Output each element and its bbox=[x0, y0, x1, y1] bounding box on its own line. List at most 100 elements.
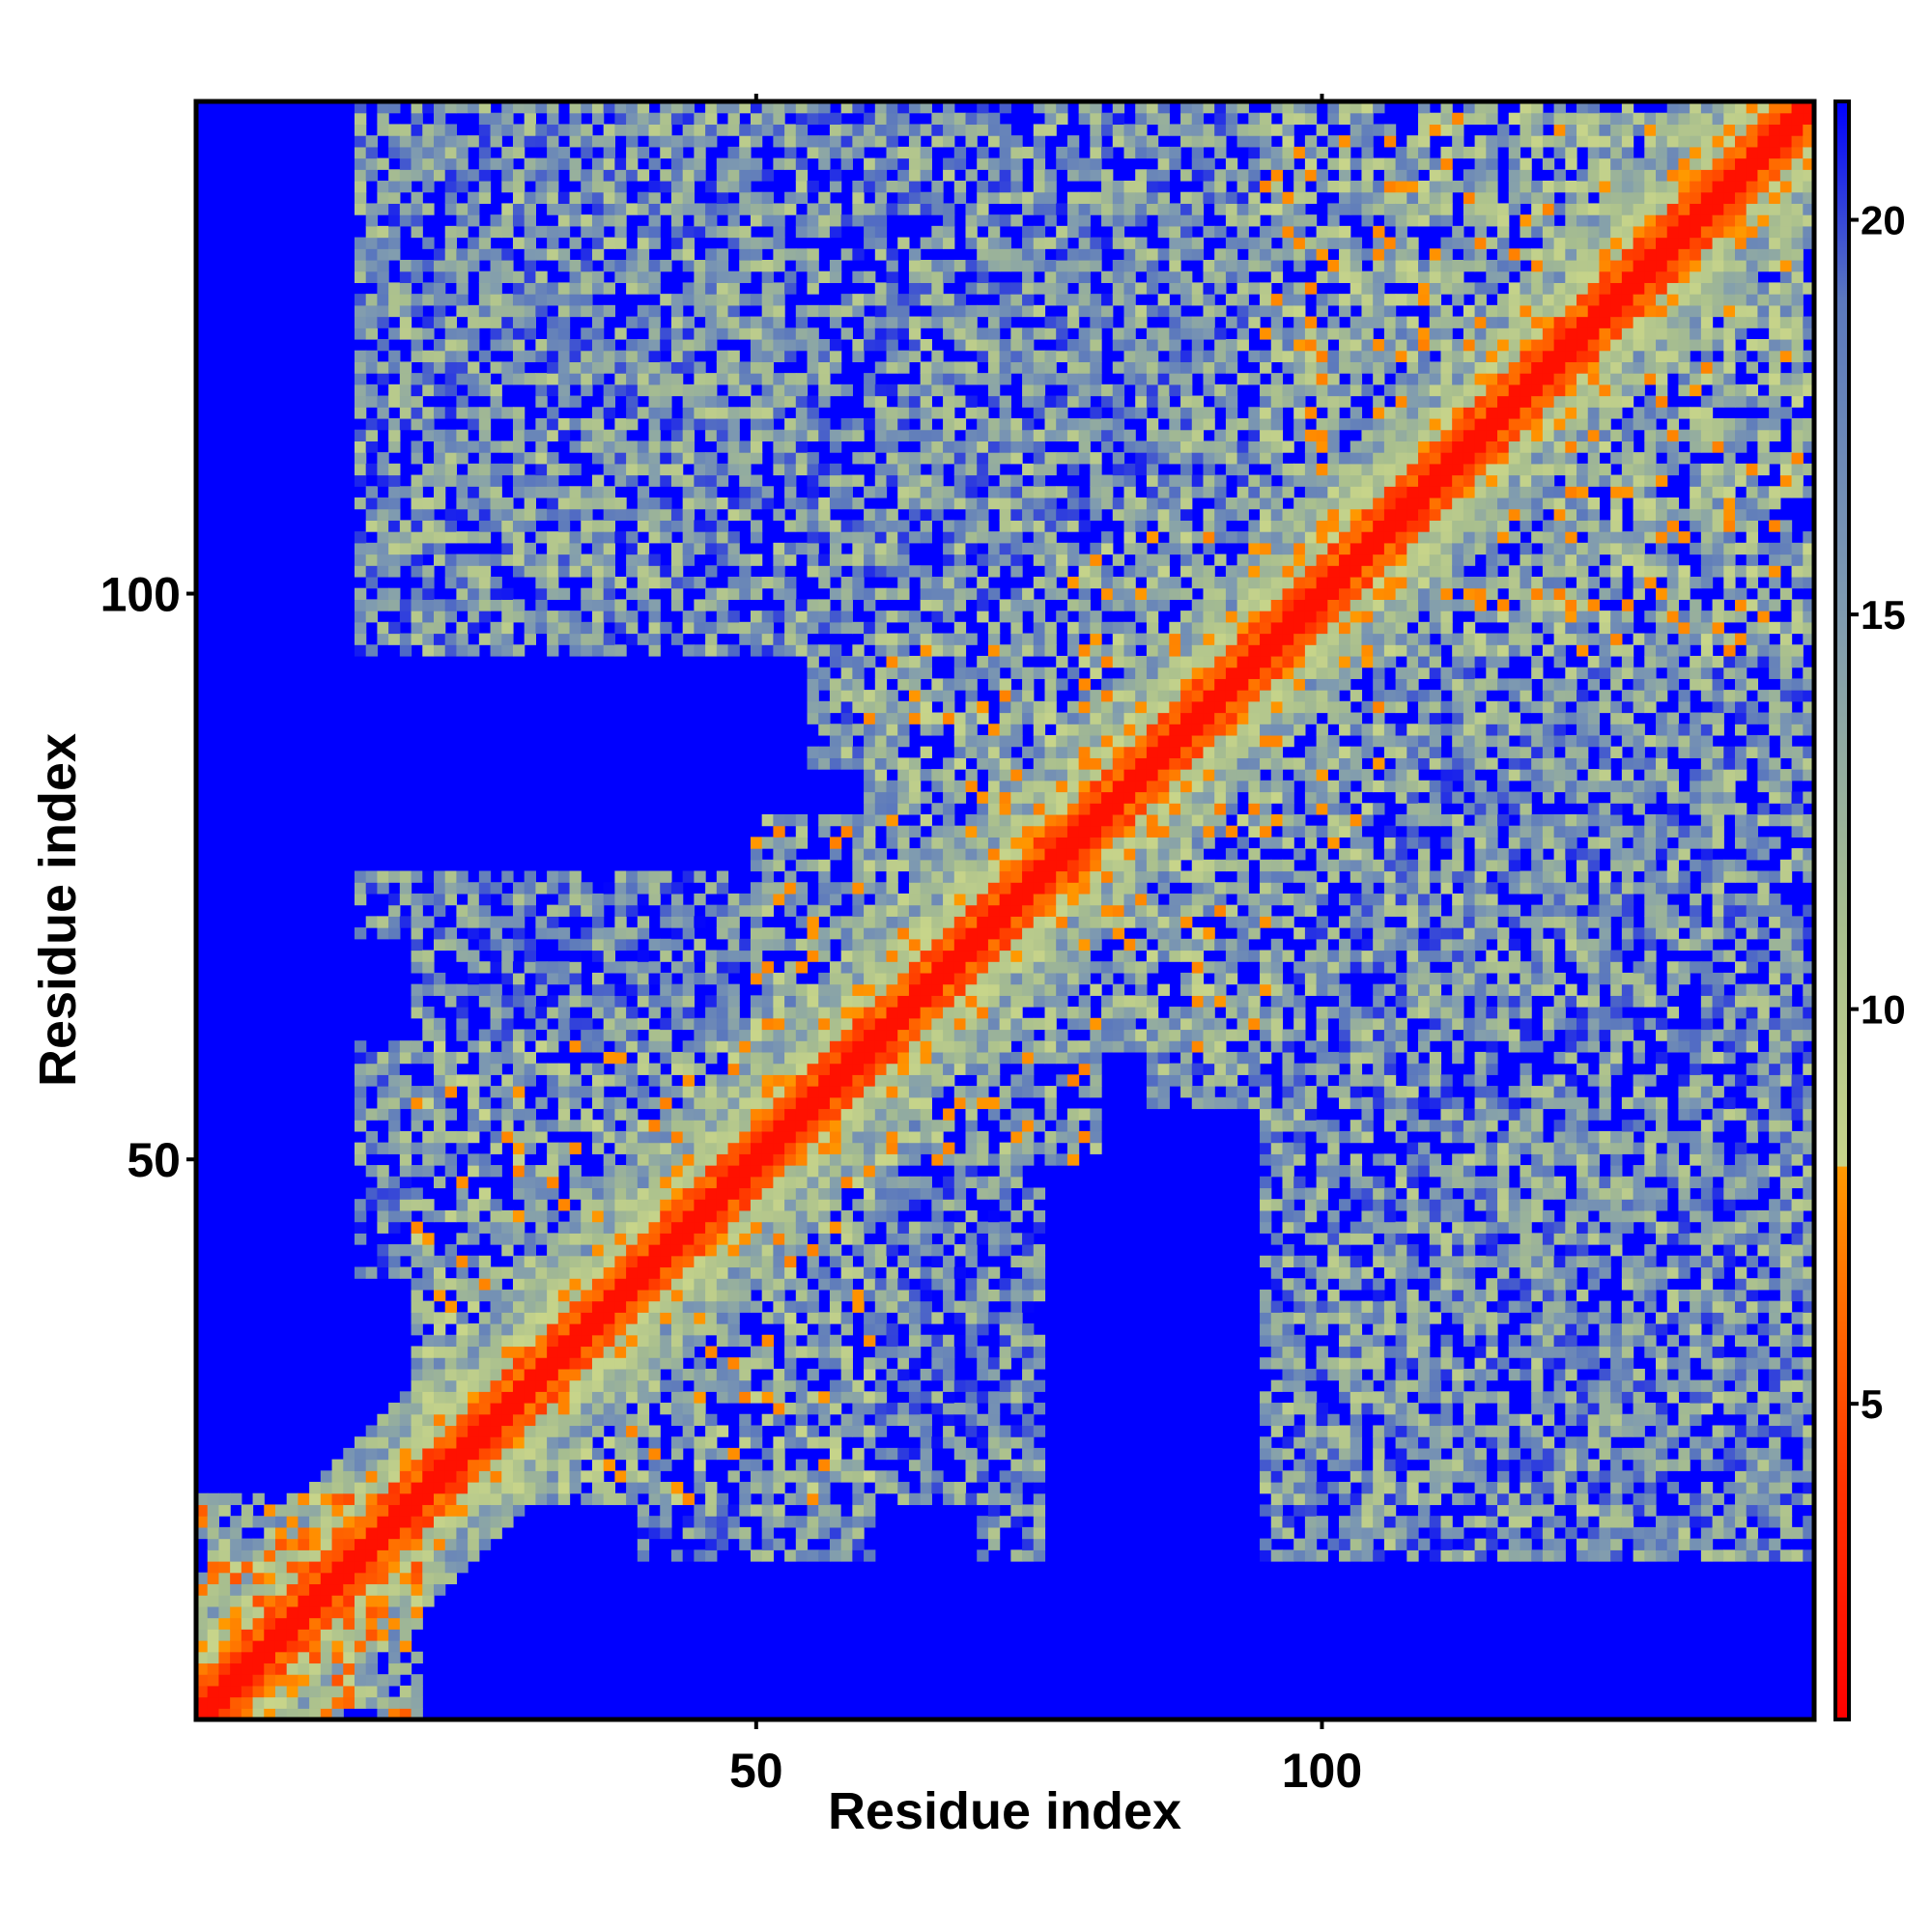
heatmap-cell bbox=[603, 554, 615, 566]
heatmap-cell bbox=[694, 417, 706, 431]
heatmap-cell bbox=[648, 1368, 661, 1381]
heatmap-cell bbox=[241, 1662, 254, 1675]
heatmap-cell bbox=[422, 203, 435, 215]
heatmap-cell bbox=[468, 203, 480, 215]
heatmap-cell bbox=[694, 1130, 706, 1144]
heatmap-cell bbox=[444, 407, 457, 419]
heatmap-cell bbox=[581, 893, 593, 906]
heatmap-cell bbox=[422, 463, 435, 476]
heatmap-cell bbox=[637, 1130, 650, 1144]
heatmap-cell bbox=[444, 611, 457, 623]
heatmap-cell bbox=[897, 825, 910, 838]
heatmap-cell bbox=[795, 938, 809, 952]
heatmap-cell bbox=[603, 1492, 615, 1506]
heatmap-cell bbox=[648, 270, 661, 284]
heatmap-cell bbox=[716, 1221, 729, 1234]
heatmap-cell bbox=[852, 191, 865, 205]
heatmap-cell bbox=[694, 1278, 706, 1291]
heatmap-cell bbox=[840, 520, 853, 532]
heatmap-cell bbox=[422, 1086, 435, 1098]
heatmap-cell bbox=[773, 395, 785, 408]
heatmap-cell bbox=[444, 1244, 457, 1257]
heatmap-cell bbox=[897, 1379, 910, 1392]
heatmap-cell bbox=[603, 1096, 615, 1110]
heatmap-cell bbox=[886, 135, 898, 148]
heatmap-cell bbox=[512, 1108, 526, 1121]
heatmap-cell bbox=[739, 1334, 752, 1348]
heatmap-cell bbox=[411, 1538, 423, 1550]
heatmap-cell bbox=[444, 882, 457, 895]
heatmap-cell bbox=[897, 1278, 910, 1291]
heatmap-cell bbox=[581, 282, 593, 295]
heatmap-cell bbox=[388, 282, 401, 295]
heatmap-cell bbox=[920, 1459, 932, 1471]
heatmap-cell bbox=[953, 565, 967, 578]
heatmap-cell bbox=[512, 214, 526, 227]
heatmap-cell bbox=[207, 1708, 220, 1719]
heatmap-cell bbox=[784, 1063, 797, 1075]
heatmap-cell bbox=[670, 1549, 684, 1562]
heatmap-cell bbox=[908, 1289, 922, 1302]
heatmap-cell bbox=[377, 916, 389, 928]
heatmap-cell bbox=[354, 259, 367, 272]
heatmap-cell bbox=[682, 1120, 695, 1132]
heatmap-cell bbox=[931, 1368, 944, 1381]
heatmap-cell bbox=[908, 1233, 922, 1245]
heatmap-cell bbox=[433, 1470, 446, 1483]
heatmap-cell bbox=[864, 135, 876, 148]
heatmap-cell bbox=[547, 101, 559, 114]
heatmap-cell bbox=[965, 520, 978, 532]
heatmap-cell bbox=[478, 927, 492, 940]
heatmap-cell bbox=[637, 338, 650, 352]
heatmap-cell bbox=[818, 1323, 831, 1336]
heatmap-cell bbox=[727, 508, 740, 521]
heatmap-cell bbox=[886, 1368, 898, 1381]
heatmap-cell bbox=[218, 1708, 231, 1719]
heatmap-cell bbox=[897, 395, 910, 408]
heatmap-cell bbox=[557, 1459, 571, 1471]
heatmap-cell bbox=[670, 191, 684, 205]
heatmap-cell bbox=[230, 1629, 242, 1641]
heatmap-cell bbox=[614, 1425, 627, 1437]
heatmap-cell bbox=[468, 1153, 480, 1166]
heatmap-cell bbox=[377, 1051, 389, 1065]
heatmap-cell bbox=[512, 270, 526, 284]
heatmap-cell bbox=[626, 1221, 639, 1234]
heatmap-cell bbox=[750, 644, 763, 657]
heatmap-cell bbox=[965, 961, 978, 974]
heatmap-cell bbox=[524, 1074, 536, 1087]
heatmap-cell bbox=[365, 1063, 379, 1075]
heatmap-cell bbox=[773, 983, 785, 996]
heatmap-cell bbox=[512, 1413, 526, 1427]
heatmap-cell bbox=[399, 1470, 412, 1483]
heatmap-cell bbox=[682, 327, 695, 340]
heatmap-cell bbox=[727, 621, 740, 635]
heatmap-cell bbox=[569, 203, 582, 215]
heatmap-cell bbox=[739, 1165, 752, 1178]
heatmap-cell bbox=[354, 101, 367, 114]
heatmap-cell bbox=[670, 893, 684, 906]
heatmap-cell bbox=[705, 1199, 718, 1211]
heatmap-cell bbox=[286, 1526, 299, 1540]
heatmap-cell bbox=[897, 1357, 910, 1370]
heatmap-cell bbox=[705, 1379, 718, 1392]
heatmap-cell bbox=[569, 531, 582, 544]
heatmap-cell bbox=[886, 124, 898, 136]
heatmap-cell bbox=[965, 848, 978, 861]
heatmap-cell bbox=[761, 1120, 774, 1132]
heatmap-cell bbox=[886, 565, 898, 578]
heatmap-cell bbox=[569, 1209, 582, 1223]
heatmap-cell bbox=[478, 417, 492, 431]
heatmap-cell bbox=[908, 384, 922, 397]
heatmap-cell bbox=[920, 1007, 932, 1019]
heatmap-cell bbox=[365, 611, 379, 623]
heatmap-cell bbox=[829, 1391, 842, 1404]
heatmap-cell bbox=[852, 576, 865, 589]
heatmap-cell bbox=[433, 882, 446, 895]
heatmap-cell bbox=[377, 542, 389, 555]
heatmap-cell bbox=[648, 1289, 661, 1302]
heatmap-cell bbox=[682, 1403, 695, 1415]
heatmap-cell bbox=[399, 1142, 412, 1154]
heatmap-cell bbox=[920, 1312, 932, 1324]
heatmap-cell bbox=[694, 225, 706, 239]
